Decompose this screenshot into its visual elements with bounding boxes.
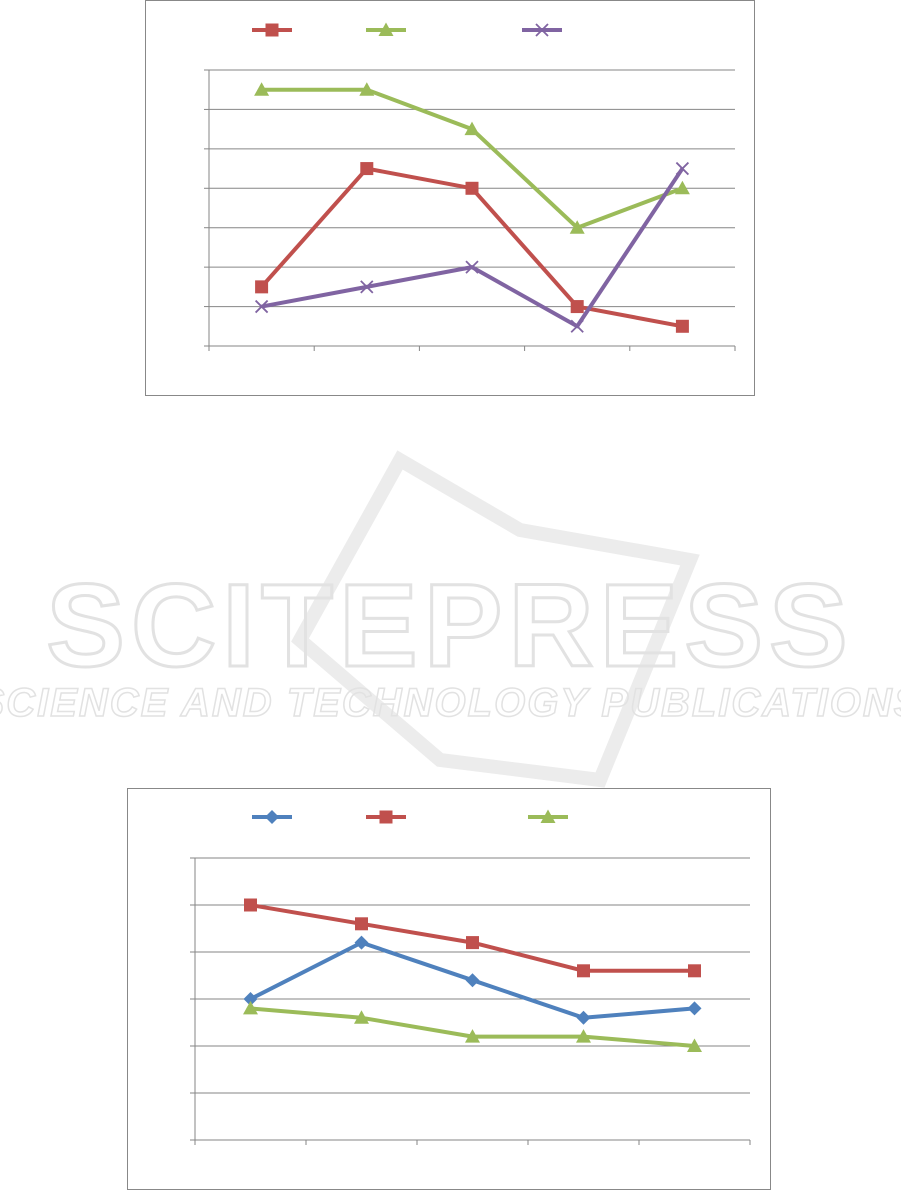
- marker: [354, 1010, 369, 1024]
- marker: [355, 917, 368, 931]
- marker: [569, 220, 585, 234]
- marker: [464, 121, 480, 136]
- marker: [466, 936, 479, 950]
- marker: [244, 898, 257, 912]
- legend-marker: [540, 809, 556, 823]
- marker: [576, 1029, 591, 1043]
- marker: [674, 180, 690, 195]
- legend-marker: [535, 23, 549, 37]
- marker: [254, 299, 269, 314]
- marker: [243, 1000, 258, 1015]
- marker: [360, 280, 374, 294]
- watermark-title: SCITEPRESS: [46, 560, 854, 692]
- marker: [465, 260, 479, 274]
- marker: [465, 973, 480, 988]
- watermark-subtitle: SCIENCE AND TECHNOLOGY PUBLICATIONS: [0, 681, 901, 725]
- chart-frame: [127, 788, 771, 1190]
- series-line: [261, 87, 684, 230]
- marker: [465, 1029, 480, 1043]
- watermark-logo: [291, 450, 700, 788]
- marker: [577, 964, 590, 978]
- chart: [145, 0, 755, 396]
- marker: [675, 161, 690, 176]
- marker: [687, 1038, 702, 1052]
- chart-frame: [145, 0, 755, 396]
- legend-marker: [265, 810, 279, 824]
- marker: [359, 82, 375, 96]
- marker: [570, 300, 584, 314]
- legend-marker: [265, 23, 279, 37]
- legend-marker: [378, 22, 394, 36]
- watermark: SCITEPRESS SCIENCE AND TECHNOLOGY PUBLIC…: [0, 450, 901, 788]
- marker: [255, 280, 269, 294]
- marker: [354, 935, 369, 950]
- marker: [576, 1010, 591, 1025]
- marker: [688, 964, 701, 978]
- marker: [570, 319, 584, 333]
- marker: [465, 181, 479, 195]
- marker: [254, 82, 270, 96]
- marker: [360, 162, 374, 176]
- marker: [243, 992, 258, 1006]
- chart: [127, 788, 771, 1190]
- marker: [675, 319, 689, 333]
- marker: [687, 1001, 702, 1016]
- legend-marker: [379, 810, 393, 824]
